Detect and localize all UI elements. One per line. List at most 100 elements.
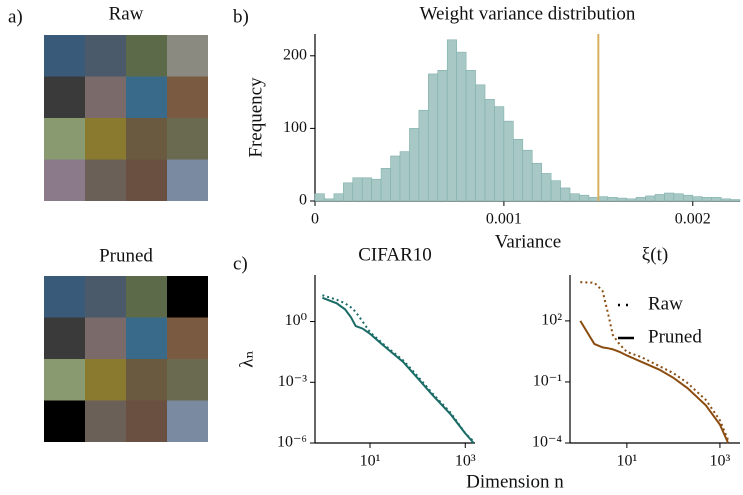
bar <box>456 51 467 202</box>
image-tile <box>85 76 126 118</box>
bar <box>333 193 344 202</box>
image-tile <box>44 400 85 442</box>
x-tick-label: 0 <box>311 211 319 228</box>
bar <box>616 197 627 202</box>
image-tile <box>85 276 126 318</box>
bar <box>541 173 552 202</box>
bar <box>475 84 486 202</box>
y-tick-label: 0 <box>299 192 307 209</box>
bar <box>399 151 410 202</box>
bar <box>484 99 495 202</box>
bar <box>692 196 703 202</box>
image-tile <box>85 317 126 359</box>
bar <box>626 198 637 202</box>
image-tile <box>44 159 85 201</box>
image-tile <box>126 276 167 318</box>
x-tick-label: 10¹ <box>616 453 637 470</box>
line <box>579 320 730 444</box>
bar <box>494 106 505 202</box>
y-label: λₙ <box>236 350 257 367</box>
y-tick-label: 10² <box>541 312 562 329</box>
legend-label: Pruned <box>648 326 702 347</box>
y-tick-label: 10⁰ <box>285 312 307 329</box>
image-tile <box>85 35 126 77</box>
bar <box>654 194 665 202</box>
bar <box>635 197 646 202</box>
bar <box>522 149 533 202</box>
bar <box>673 193 684 202</box>
x-tick-label: 0.002 <box>675 211 711 228</box>
bar <box>645 195 656 202</box>
bar <box>607 197 618 202</box>
bar <box>446 39 457 202</box>
image-tile <box>126 35 167 77</box>
y-tick-label: 200 <box>283 46 307 63</box>
bar <box>730 199 741 202</box>
image-tile <box>126 159 167 201</box>
bar <box>465 70 476 202</box>
bar <box>437 70 448 202</box>
bar <box>513 138 524 202</box>
bar <box>579 194 590 202</box>
panel-label: a) <box>8 6 23 27</box>
bar <box>560 187 571 202</box>
image-tile <box>44 276 85 318</box>
x-tick-label: 10¹ <box>360 453 381 470</box>
x-label: Dimension n <box>466 471 564 492</box>
x-label: Variance <box>495 231 561 252</box>
bar <box>711 197 722 202</box>
image-tile <box>85 118 126 160</box>
image-tile <box>167 317 208 359</box>
bar <box>701 197 712 202</box>
image-tile <box>44 35 85 77</box>
bar <box>503 120 514 202</box>
image-tile <box>167 276 208 318</box>
image-tile <box>167 359 208 401</box>
chart-title: ξ(t) <box>642 244 668 265</box>
image-tile <box>167 118 208 160</box>
panel-label: c) <box>233 253 248 274</box>
bar <box>418 109 429 202</box>
chart-title: Weight variance distribution <box>420 3 636 24</box>
panel-label: b) <box>233 6 249 27</box>
bar <box>598 196 609 202</box>
x-tick-label: 0.001 <box>486 211 522 228</box>
image-tile <box>85 400 126 442</box>
bar <box>569 193 580 202</box>
y-tick-label: 10⁻⁴ <box>532 434 562 451</box>
chart-title: CIFAR10 <box>358 244 432 265</box>
bar <box>683 194 694 202</box>
image-tile <box>126 76 167 118</box>
image-tile <box>44 118 85 160</box>
bar <box>371 178 382 202</box>
image-tile <box>126 317 167 359</box>
image-tile <box>44 359 85 401</box>
image-tile <box>167 35 208 77</box>
image-tile <box>167 400 208 442</box>
bar <box>324 198 335 202</box>
bar <box>588 197 599 202</box>
bar <box>390 155 401 202</box>
image-tile <box>126 118 167 160</box>
y-tick-label: 10⁻³ <box>278 373 307 390</box>
grid-title: Pruned <box>99 245 153 266</box>
line <box>322 294 475 443</box>
bar <box>361 177 372 202</box>
legend-label: Raw <box>648 293 683 314</box>
bar <box>550 180 561 202</box>
image-tile <box>85 159 126 201</box>
x-tick-label: 10³ <box>710 453 731 470</box>
bar <box>380 168 391 202</box>
bar <box>664 192 675 202</box>
image-tile <box>167 76 208 118</box>
y-tick-label: 10⁻⁶ <box>277 434 307 451</box>
bar <box>720 198 731 202</box>
image-tile <box>44 76 85 118</box>
grid-title: Raw <box>109 3 144 24</box>
image-tile <box>85 359 126 401</box>
image-tile <box>126 359 167 401</box>
bar <box>314 193 325 202</box>
y-tick-label: 100 <box>283 119 307 136</box>
bar <box>343 182 354 202</box>
